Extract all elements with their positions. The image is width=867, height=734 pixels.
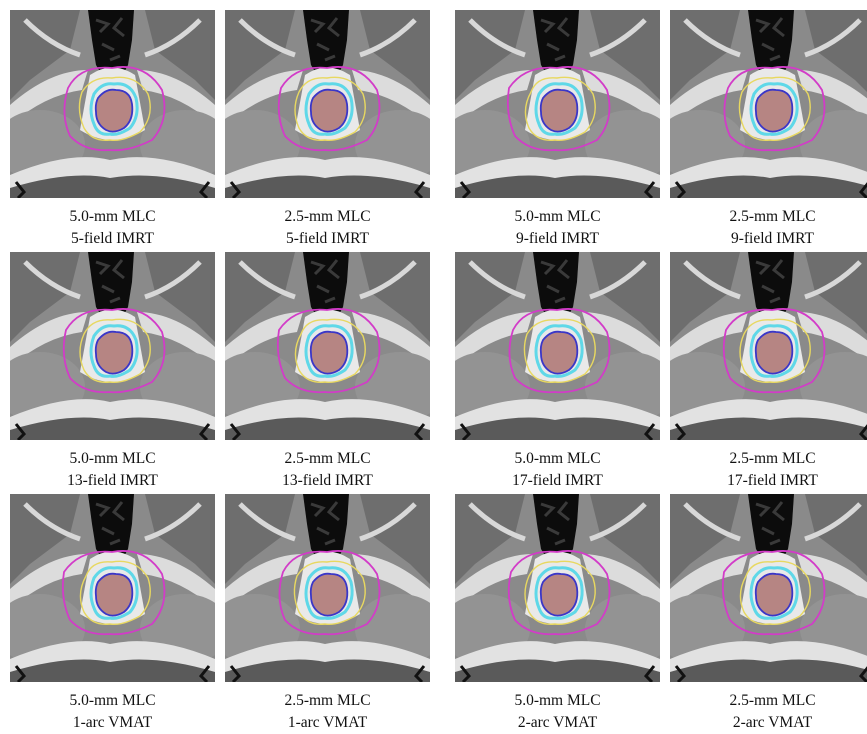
isodose-line-cyan xyxy=(749,324,799,378)
isodose-line-cyan xyxy=(534,566,584,620)
technique-label: 1-arc VMAT xyxy=(287,714,368,731)
isodose-line-magenta xyxy=(722,308,826,394)
mlc-label: 5.0-mm MLC xyxy=(514,692,601,709)
isodose-line-magenta xyxy=(508,308,611,394)
isodose-line-cyan xyxy=(304,324,354,378)
technique-label: 2-arc VMAT xyxy=(517,714,598,731)
panel-caption: 2.5-mm MLC 13-field IMRT xyxy=(225,448,430,492)
isodose-line-cyan xyxy=(749,82,799,136)
mlc-label: 2.5-mm MLC xyxy=(729,450,816,467)
isodose-line-yellow xyxy=(294,318,366,384)
isodose-line-cyan xyxy=(304,566,354,620)
target-volume xyxy=(309,88,349,133)
technique-label: 5-field IMRT xyxy=(70,230,154,247)
target-volume xyxy=(754,88,794,133)
ct-dose-image xyxy=(10,252,215,440)
target-volume xyxy=(539,88,579,133)
panel-caption: 2.5-mm MLC 17-field IMRT xyxy=(670,448,867,492)
panel-caption: 2.5-mm MLC 2-arc VMAT xyxy=(670,690,867,734)
isodose-line-magenta xyxy=(277,66,381,152)
panel-caption: 5.0-mm MLC 17-field IMRT xyxy=(455,448,660,492)
mlc-label: 2.5-mm MLC xyxy=(729,208,816,225)
target-volume xyxy=(309,572,349,617)
isodose-line-magenta xyxy=(278,550,381,636)
isodose-line-yellow xyxy=(739,318,811,384)
isodose-line-magenta xyxy=(721,550,826,636)
target-volume xyxy=(754,330,794,375)
technique-label: 17-field IMRT xyxy=(727,472,818,489)
isodose-line-cyan xyxy=(89,82,139,136)
panel-caption: 2.5-mm MLC 9-field IMRT xyxy=(670,206,867,250)
mlc-label: 5.0-mm MLC xyxy=(514,450,601,467)
target-volume xyxy=(754,572,794,617)
panel-caption: 5.0-mm MLC 5-field IMRT xyxy=(10,206,215,250)
mlc-label: 2.5-mm MLC xyxy=(284,692,371,709)
technique-label: 9-field IMRT xyxy=(515,230,599,247)
mlc-label: 5.0-mm MLC xyxy=(514,208,601,225)
target-volume xyxy=(539,572,579,617)
mlc-label: 2.5-mm MLC xyxy=(284,208,371,225)
target-volume xyxy=(94,88,134,133)
panel-caption: 5.0-mm MLC 1-arc VMAT xyxy=(10,690,215,734)
isodose-line-magenta xyxy=(63,66,166,152)
technique-label: 1-arc VMAT xyxy=(72,714,153,731)
isodose-line-cyan xyxy=(89,566,139,620)
isodose-line-yellow xyxy=(524,76,596,142)
isodose-line-magenta xyxy=(62,308,166,394)
panel-caption: 5.0-mm MLC 2-arc VMAT xyxy=(455,690,660,734)
ct-dose-image xyxy=(225,494,430,682)
isodose-line-cyan xyxy=(534,82,584,136)
isodose-line-yellow xyxy=(79,560,151,626)
ct-dose-image xyxy=(670,10,867,198)
ct-dose-image xyxy=(225,252,430,440)
isodose-line-yellow xyxy=(523,318,596,384)
mlc-label: 5.0-mm MLC xyxy=(69,450,156,467)
panel-caption: 2.5-mm MLC 5-field IMRT xyxy=(225,206,430,250)
isodose-line-yellow xyxy=(524,560,596,626)
isodose-line-magenta xyxy=(723,66,826,152)
panel-caption: 5.0-mm MLC 9-field IMRT xyxy=(455,206,660,250)
ct-dose-image xyxy=(670,494,867,682)
technique-label: 13-field IMRT xyxy=(67,472,158,489)
isodose-line-yellow xyxy=(78,76,151,142)
target-volume xyxy=(539,330,579,375)
isodose-line-magenta xyxy=(61,550,166,636)
technique-label: 13-field IMRT xyxy=(282,472,373,489)
ct-dose-image xyxy=(455,252,660,440)
isodose-line-cyan xyxy=(304,82,354,136)
mlc-label: 5.0-mm MLC xyxy=(69,692,156,709)
mlc-label: 5.0-mm MLC xyxy=(69,208,156,225)
technique-label: 17-field IMRT xyxy=(512,472,603,489)
ct-dose-image xyxy=(10,494,215,682)
technique-label: 5-field IMRT xyxy=(285,230,369,247)
mlc-label: 2.5-mm MLC xyxy=(284,450,371,467)
isodose-line-yellow xyxy=(79,318,151,384)
technique-label: 2-arc VMAT xyxy=(732,714,813,731)
ct-dose-image xyxy=(455,10,660,198)
ct-dose-image xyxy=(225,10,430,198)
isodose-line-yellow xyxy=(738,76,811,142)
isodose-line-cyan xyxy=(534,324,584,378)
ct-dose-image xyxy=(670,252,867,440)
target-volume xyxy=(94,572,134,617)
isodose-line-yellow xyxy=(739,560,811,626)
panel-caption: 5.0-mm MLC 13-field IMRT xyxy=(10,448,215,492)
isodose-line-yellow xyxy=(293,560,366,626)
target-volume xyxy=(94,330,134,375)
isodose-line-magenta xyxy=(507,550,611,636)
ct-dose-image xyxy=(10,10,215,198)
isodose-line-magenta xyxy=(506,66,611,152)
ct-dose-image xyxy=(455,494,660,682)
isodose-line-magenta xyxy=(276,308,381,394)
target-volume xyxy=(309,330,349,375)
mlc-label: 2.5-mm MLC xyxy=(729,692,816,709)
isodose-line-cyan xyxy=(749,566,799,620)
isodose-line-cyan xyxy=(89,324,139,378)
isodose-line-yellow xyxy=(294,76,366,142)
technique-label: 9-field IMRT xyxy=(730,230,814,247)
panel-caption: 2.5-mm MLC 1-arc VMAT xyxy=(225,690,430,734)
